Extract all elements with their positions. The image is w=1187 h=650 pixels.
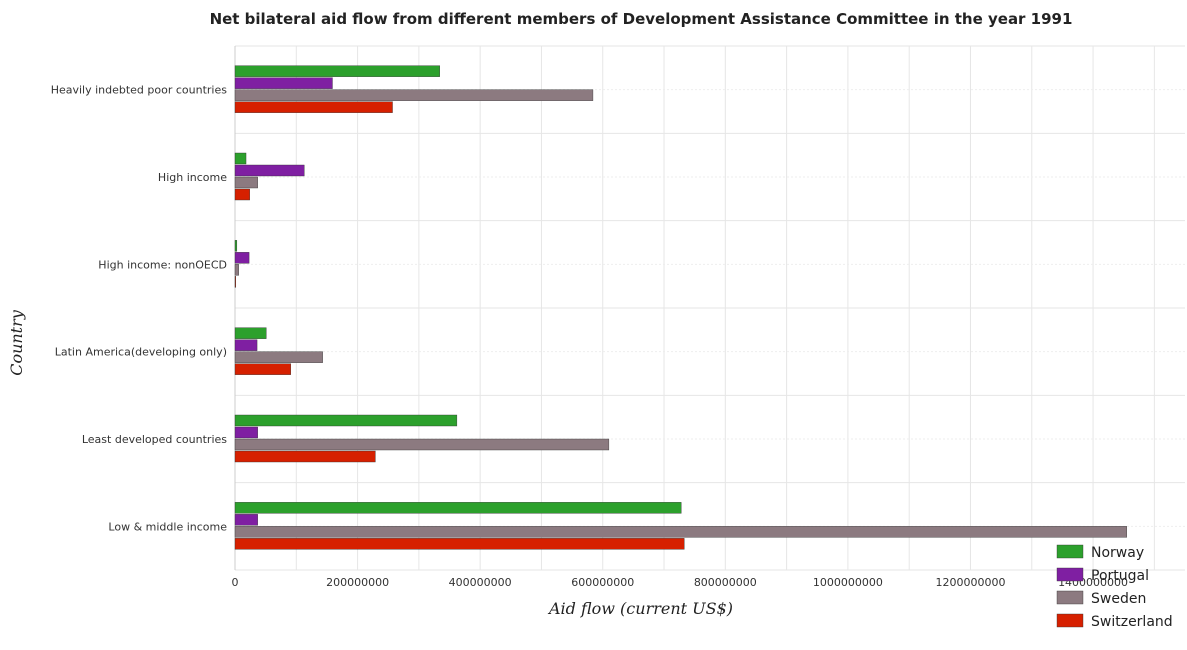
bar-switzerland: [234, 188, 250, 201]
y-tick-label: Least developed countries: [82, 433, 227, 446]
bar-sweden: [234, 526, 1127, 538]
y-tick-label: High income: [158, 171, 227, 184]
y-tick-label: Latin America(developing only): [55, 346, 227, 359]
bar-sweden: [234, 438, 610, 451]
bar-switzerland: [234, 538, 685, 550]
bars: [234, 65, 1127, 550]
x-tick-label: 200000000: [326, 576, 389, 589]
bar-norway: [234, 327, 267, 339]
bar-norway: [234, 502, 682, 514]
x-tick-labels: 0 200000000 400000000 600000000 800000000 100…: [232, 576, 1129, 589]
y-tick-label: Low & middle income: [108, 520, 227, 533]
bar-switzerland: [234, 363, 291, 375]
bar-sweden: [234, 351, 323, 363]
y-axis-label: Country: [7, 309, 26, 376]
legend-label: Norway: [1091, 545, 1144, 561]
bar-portugal: [234, 77, 333, 89]
legend-swatch: [1056, 567, 1084, 582]
bar-sweden: [234, 89, 594, 101]
bar-portugal: [234, 339, 258, 351]
x-tick-label: 400000000: [449, 576, 512, 589]
grid-lines: [234, 45, 1185, 571]
y-tick-label: High income: nonOECD: [98, 258, 227, 271]
x-axis-label: Aid flow (current US$): [547, 599, 733, 618]
bar-portugal: [234, 426, 258, 439]
legend: Norway Portugal Sweden Switzerland: [1056, 544, 1173, 630]
y-tick-labels: Heavily indebted poor countries High inco…: [51, 84, 228, 534]
bar-norway: [234, 65, 440, 77]
legend-label: Switzerland: [1091, 614, 1173, 630]
legend-swatch: [1056, 544, 1084, 559]
x-tick-label: 1000000000: [813, 576, 883, 589]
bar-norway: [234, 414, 458, 427]
x-tick-label: 1200000000: [935, 576, 1005, 589]
legend-label: Sweden: [1091, 591, 1146, 607]
y-tick-label: Heavily indebted poor countries: [51, 84, 228, 97]
bar-switzerland: [234, 450, 376, 463]
chart-title: Net bilateral aid flow from different me…: [210, 10, 1073, 28]
bar-portugal: [234, 252, 250, 264]
bar-portugal: [234, 514, 258, 526]
bar-switzerland: [234, 101, 393, 113]
bar-norway: [234, 152, 247, 165]
legend-swatch: [1056, 590, 1084, 605]
bar-portugal: [234, 164, 305, 177]
bar-sweden: [234, 176, 258, 189]
bar-norway: [234, 240, 238, 252]
bar-sweden: [234, 264, 239, 276]
x-tick-label: 0: [232, 576, 239, 589]
x-tick-label: 600000000: [571, 576, 634, 589]
x-tick-label: 800000000: [694, 576, 757, 589]
bar-switzerland: [234, 276, 237, 288]
legend-swatch: [1056, 613, 1084, 628]
legend-label: Portugal: [1091, 568, 1149, 584]
